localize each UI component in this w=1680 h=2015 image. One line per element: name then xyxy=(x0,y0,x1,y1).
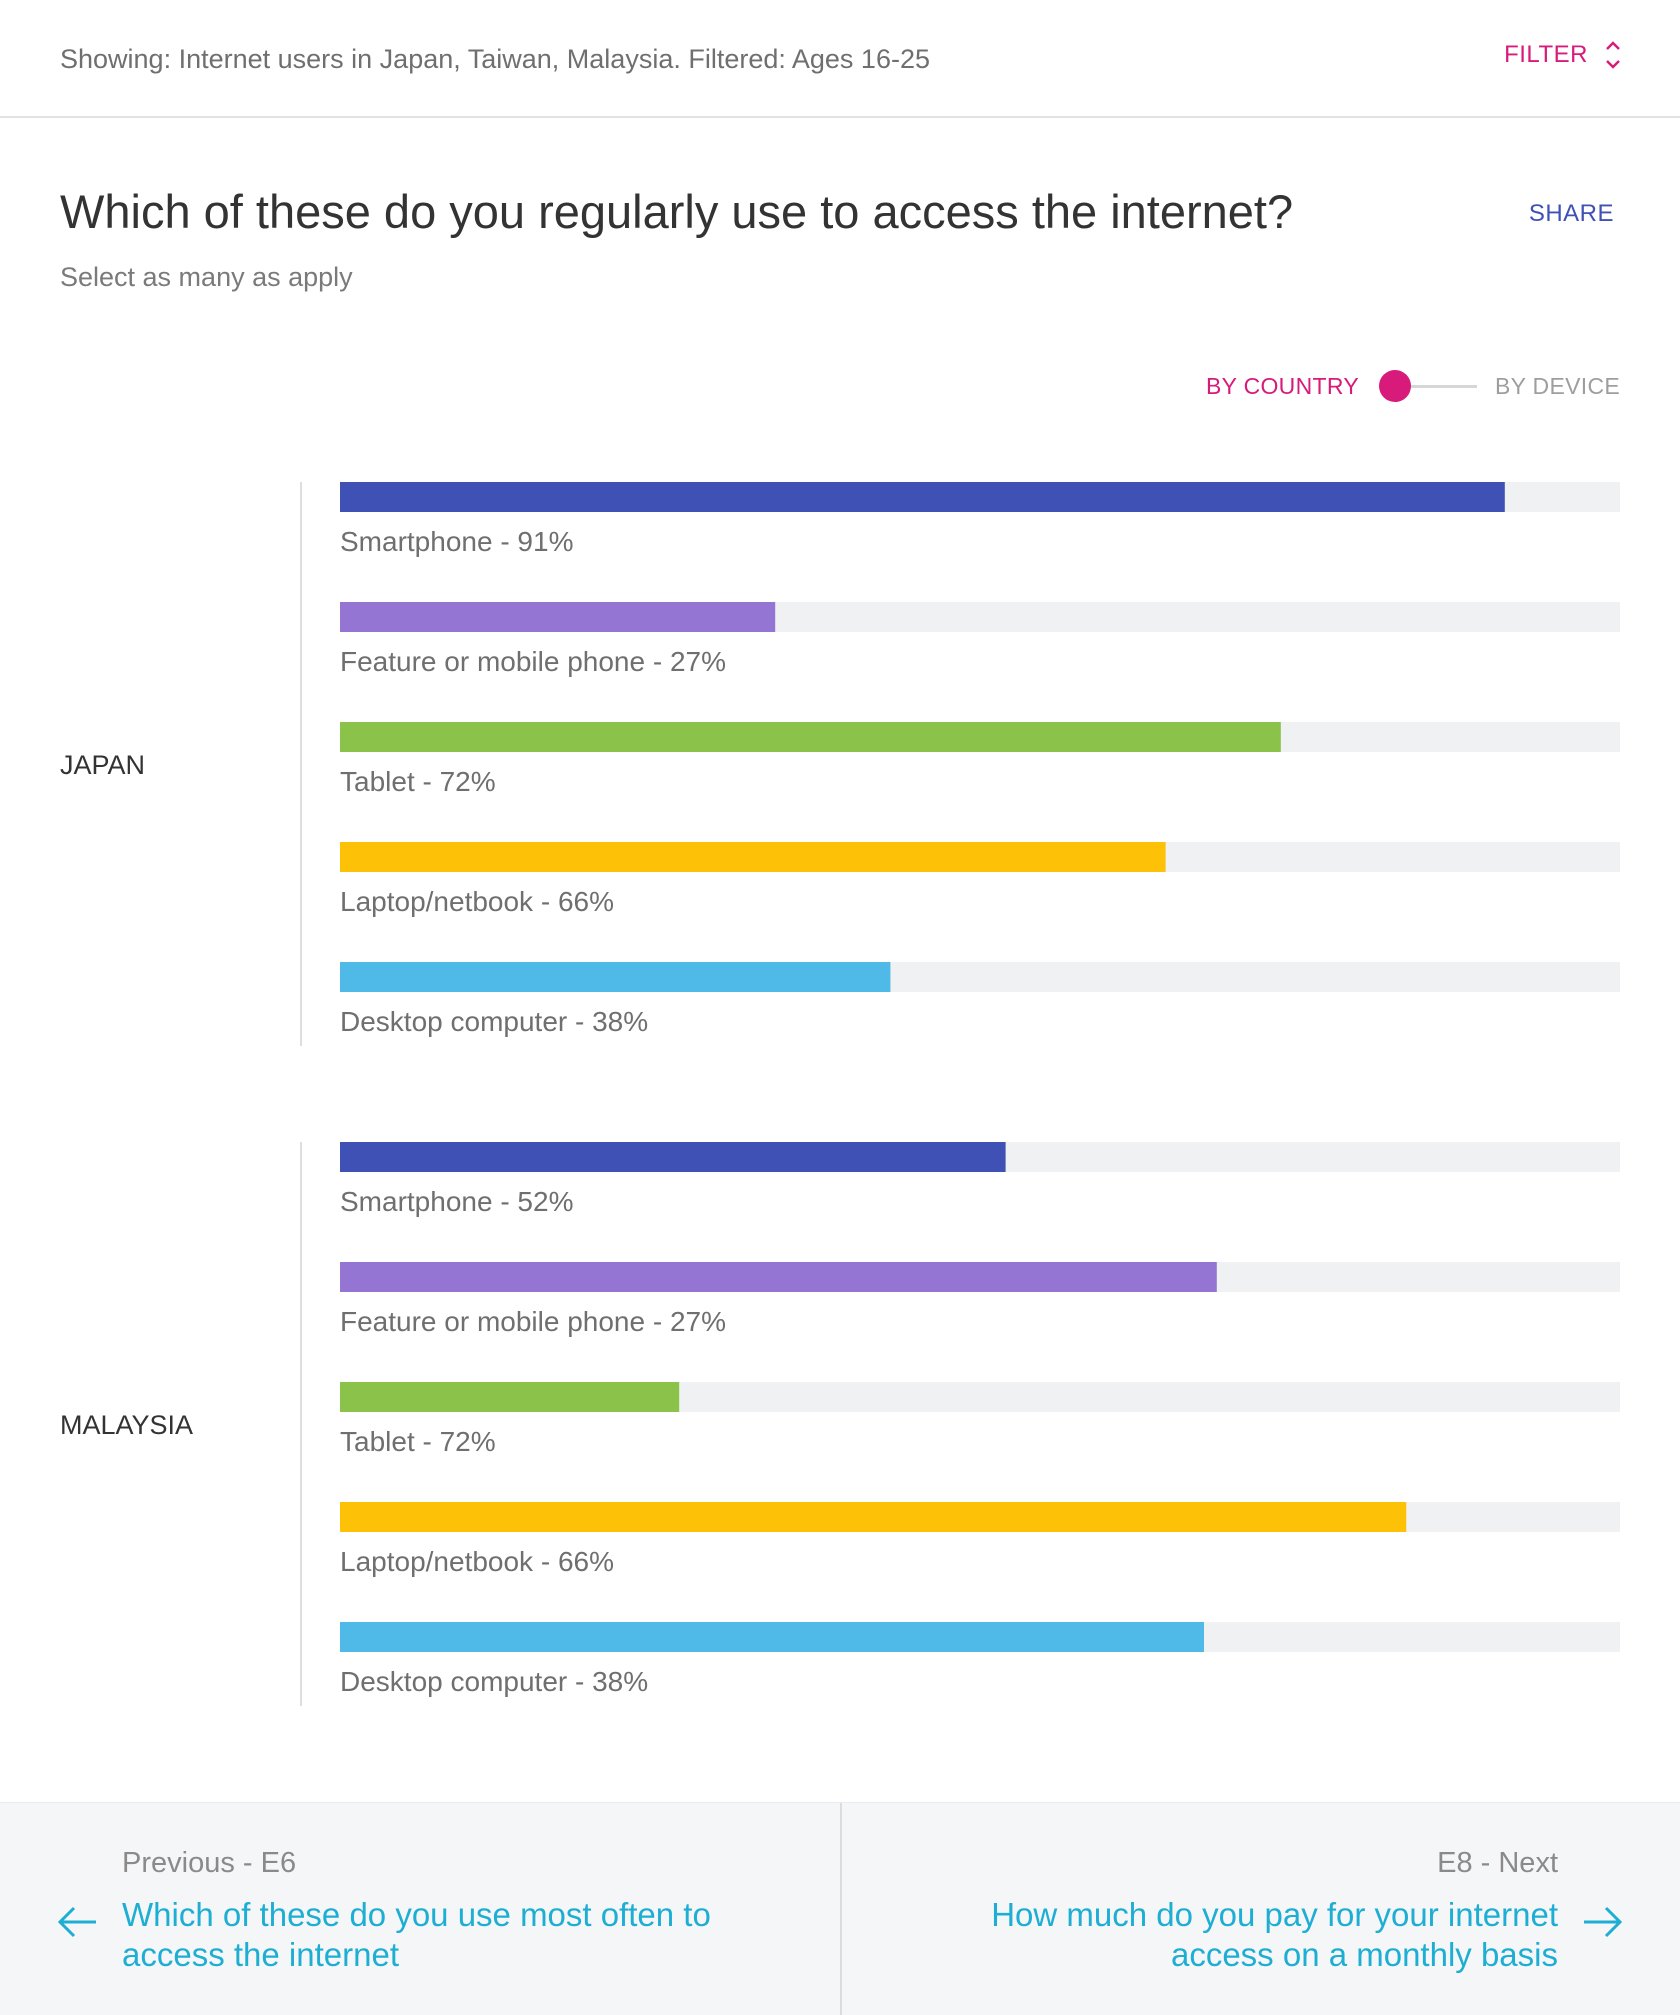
next-kicker: E8 - Next xyxy=(1437,1847,1558,1879)
bar-label: Smartphone - 91% xyxy=(340,526,573,557)
bar-label: Desktop computer - 38% xyxy=(340,1006,648,1037)
previous-question-link[interactable]: Previous - E6 Which of these do you use … xyxy=(0,1803,840,2015)
bar xyxy=(340,1262,1217,1292)
bar-label: Laptop/netbook - 66% xyxy=(340,886,614,917)
bar xyxy=(340,722,1281,752)
question-navigation: Previous - E6 Which of these do you use … xyxy=(0,1802,1680,2015)
top-bar: Showing: Internet users in Japan, Taiwan… xyxy=(0,0,1680,118)
bar-label: Desktop computer - 38% xyxy=(340,1666,648,1697)
bar xyxy=(340,1142,1006,1172)
share-button[interactable]: SHARE xyxy=(1528,200,1614,227)
view-toggle: BY COUNTRY BY DEVICE xyxy=(1206,368,1620,404)
view-switch[interactable] xyxy=(1377,368,1477,404)
bar xyxy=(340,842,1166,872)
toggle-label-by-country[interactable]: BY COUNTRY xyxy=(1206,372,1359,399)
switch-knob[interactable] xyxy=(1379,370,1411,402)
bar xyxy=(340,1382,680,1412)
bar-label: Feature or mobile phone - 27% xyxy=(340,1306,726,1337)
previous-kicker: Previous - E6 xyxy=(122,1847,297,1879)
toggle-label-by-device[interactable]: BY DEVICE xyxy=(1495,372,1620,399)
bar-label: Tablet - 72% xyxy=(340,1426,496,1457)
bar xyxy=(340,1622,1204,1652)
bar-label: Smartphone - 52% xyxy=(340,1186,573,1217)
bar-label: Tablet - 72% xyxy=(340,766,496,797)
arrow-left-icon xyxy=(56,1905,100,1944)
country-label: JAPAN xyxy=(60,750,145,780)
bar-label: Feature or mobile phone - 27% xyxy=(340,646,726,677)
expand-collapse-icon xyxy=(1604,38,1622,72)
bar xyxy=(340,962,891,992)
filter-label: FILTER xyxy=(1504,41,1588,68)
next-question-link[interactable]: E8 - Next How much do you pay for your i… xyxy=(842,1803,1680,2015)
footer-divider xyxy=(840,1803,842,2015)
country-label: MALAYSIA xyxy=(60,1410,193,1440)
question-title: Which of these do you regularly use to a… xyxy=(60,185,1294,238)
filter-summary: Showing: Internet users in Japan, Taiwan… xyxy=(60,44,930,74)
device-usage-chart: JAPAN Smartphone - 91% Feature or mobile p… xyxy=(60,482,1620,1706)
arrow-right-icon xyxy=(1580,1905,1624,1944)
previous-title: Which of these do you use most often to … xyxy=(122,1896,711,1973)
filter-button[interactable]: FILTER xyxy=(1504,38,1622,72)
question-subtitle: Select as many as apply xyxy=(60,262,353,292)
bar xyxy=(340,602,776,632)
switch-track xyxy=(1397,385,1477,388)
next-title: How much do you pay for your internet ac… xyxy=(991,1896,1558,1973)
bar xyxy=(340,1502,1407,1532)
bar-label: Laptop/netbook - 66% xyxy=(340,1546,614,1577)
bar xyxy=(340,482,1505,512)
